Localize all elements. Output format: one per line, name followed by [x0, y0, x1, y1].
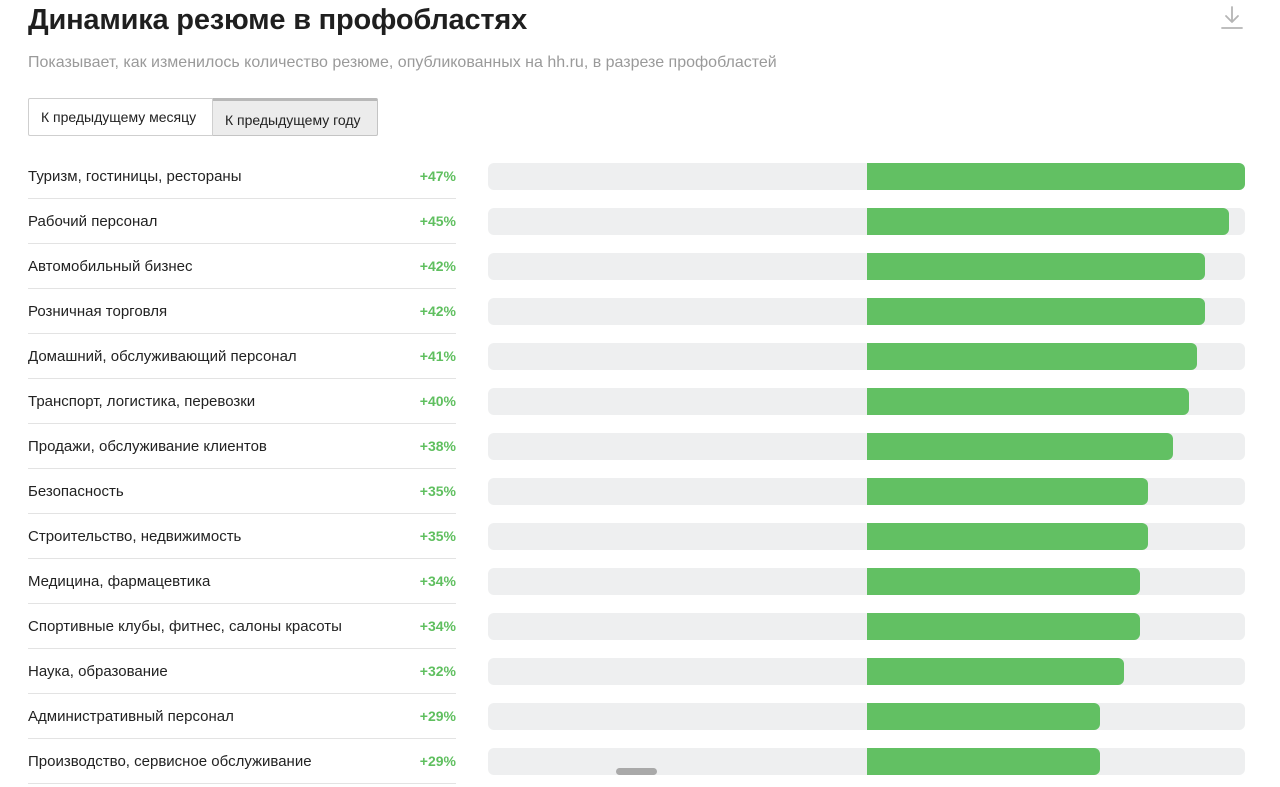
bar — [866, 163, 1245, 190]
tab-previous-month[interactable]: К предыдущему месяцу — [28, 98, 213, 136]
chart-row: Наука, образование +32% — [28, 649, 1260, 694]
chart-row: Административный персонал +29% — [28, 694, 1260, 739]
row-divider — [28, 603, 456, 604]
value-label: +34% — [419, 573, 456, 589]
value-label: +29% — [419, 708, 456, 724]
chart-row: Продажи, обслуживание клиентов +38% — [28, 424, 1260, 469]
category-label: Безопасность — [28, 483, 124, 500]
bar — [866, 478, 1149, 505]
chart-row: Автомобильный бизнес +42% — [28, 244, 1260, 289]
bar — [866, 253, 1205, 280]
value-label: +35% — [419, 483, 456, 499]
bar — [866, 568, 1141, 595]
chart-row: Медицина, фармацевтика +34% — [28, 559, 1260, 604]
value-label: +41% — [419, 348, 456, 364]
category-label: Домашний, обслуживающий персонал — [28, 348, 297, 365]
row-divider — [28, 468, 456, 469]
row-divider — [28, 693, 456, 694]
bar — [866, 523, 1149, 550]
bar — [866, 613, 1141, 640]
category-label: Туризм, гостиницы, рестораны — [28, 168, 242, 185]
bar — [866, 433, 1173, 460]
chart-row: Спортивные клубы, фитнес, салоны красоты… — [28, 604, 1260, 649]
bar — [866, 703, 1101, 730]
row-divider — [28, 648, 456, 649]
scroll-handle[interactable] — [616, 768, 657, 775]
chart-row: Туризм, гостиницы, рестораны +47% — [28, 154, 1260, 199]
category-label: Розничная торговля — [28, 303, 168, 320]
page-title: Динамика резюме в профобластях — [28, 4, 528, 36]
bar — [866, 298, 1205, 325]
chart-rows: Туризм, гостиницы, рестораны +47% Рабочий … — [28, 154, 1260, 784]
bar — [866, 658, 1125, 685]
category-label: Административный персонал — [28, 708, 234, 725]
page-subtitle: Показывает, как изменилось количество ре… — [28, 54, 777, 71]
value-label: +40% — [419, 393, 456, 409]
download-icon[interactable] — [1218, 4, 1246, 32]
category-label: Медицина, фармацевтика — [28, 573, 211, 590]
bar — [866, 343, 1197, 370]
category-label: Транспорт, логистика, перевозки — [28, 393, 256, 410]
row-divider — [28, 423, 456, 424]
row-divider — [28, 288, 456, 289]
category-label: Автомобильный бизнес — [28, 258, 193, 275]
row-divider — [28, 333, 456, 334]
tab-previous-year[interactable]: К предыдущему году — [213, 98, 378, 136]
row-divider — [28, 198, 456, 199]
value-label: +42% — [419, 303, 456, 319]
value-label: +45% — [419, 213, 456, 229]
bar — [866, 208, 1229, 235]
value-label: +32% — [419, 663, 456, 679]
category-label: Рабочий персонал — [28, 213, 158, 230]
period-tabs: К предыдущему месяцу К предыдущему году — [28, 98, 378, 136]
value-label: +35% — [419, 528, 456, 544]
category-label: Спортивные клубы, фитнес, салоны красоты — [28, 618, 342, 635]
category-label: Производство, сервисное обслуживание — [28, 753, 312, 770]
bar — [866, 748, 1101, 775]
category-label: Наука, образование — [28, 663, 168, 680]
category-label: Строительство, недвижимость — [28, 528, 242, 545]
value-label: +47% — [419, 168, 456, 184]
chart-row: Безопасность +35% — [28, 469, 1260, 514]
row-divider — [28, 738, 456, 739]
row-divider — [28, 513, 456, 514]
category-label: Продажи, обслуживание клиентов — [28, 438, 267, 455]
chart-row: Транспорт, логистика, перевозки +40% — [28, 379, 1260, 424]
chart-row: Домашний, обслуживающий персонал +41% — [28, 334, 1260, 379]
bar — [866, 388, 1189, 415]
chart-row: Рабочий персонал +45% — [28, 199, 1260, 244]
row-divider — [28, 558, 456, 559]
chart-row: Строительство, недвижимость +35% — [28, 514, 1260, 559]
chart-row: Производство, сервисное обслуживание +29% — [28, 739, 1260, 784]
value-label: +34% — [419, 618, 456, 634]
row-divider — [28, 783, 456, 784]
row-divider — [28, 378, 456, 379]
value-label: +29% — [419, 753, 456, 769]
chart-row: Розничная торговля +42% — [28, 289, 1260, 334]
value-label: +42% — [419, 258, 456, 274]
row-divider — [28, 243, 456, 244]
value-label: +38% — [419, 438, 456, 454]
